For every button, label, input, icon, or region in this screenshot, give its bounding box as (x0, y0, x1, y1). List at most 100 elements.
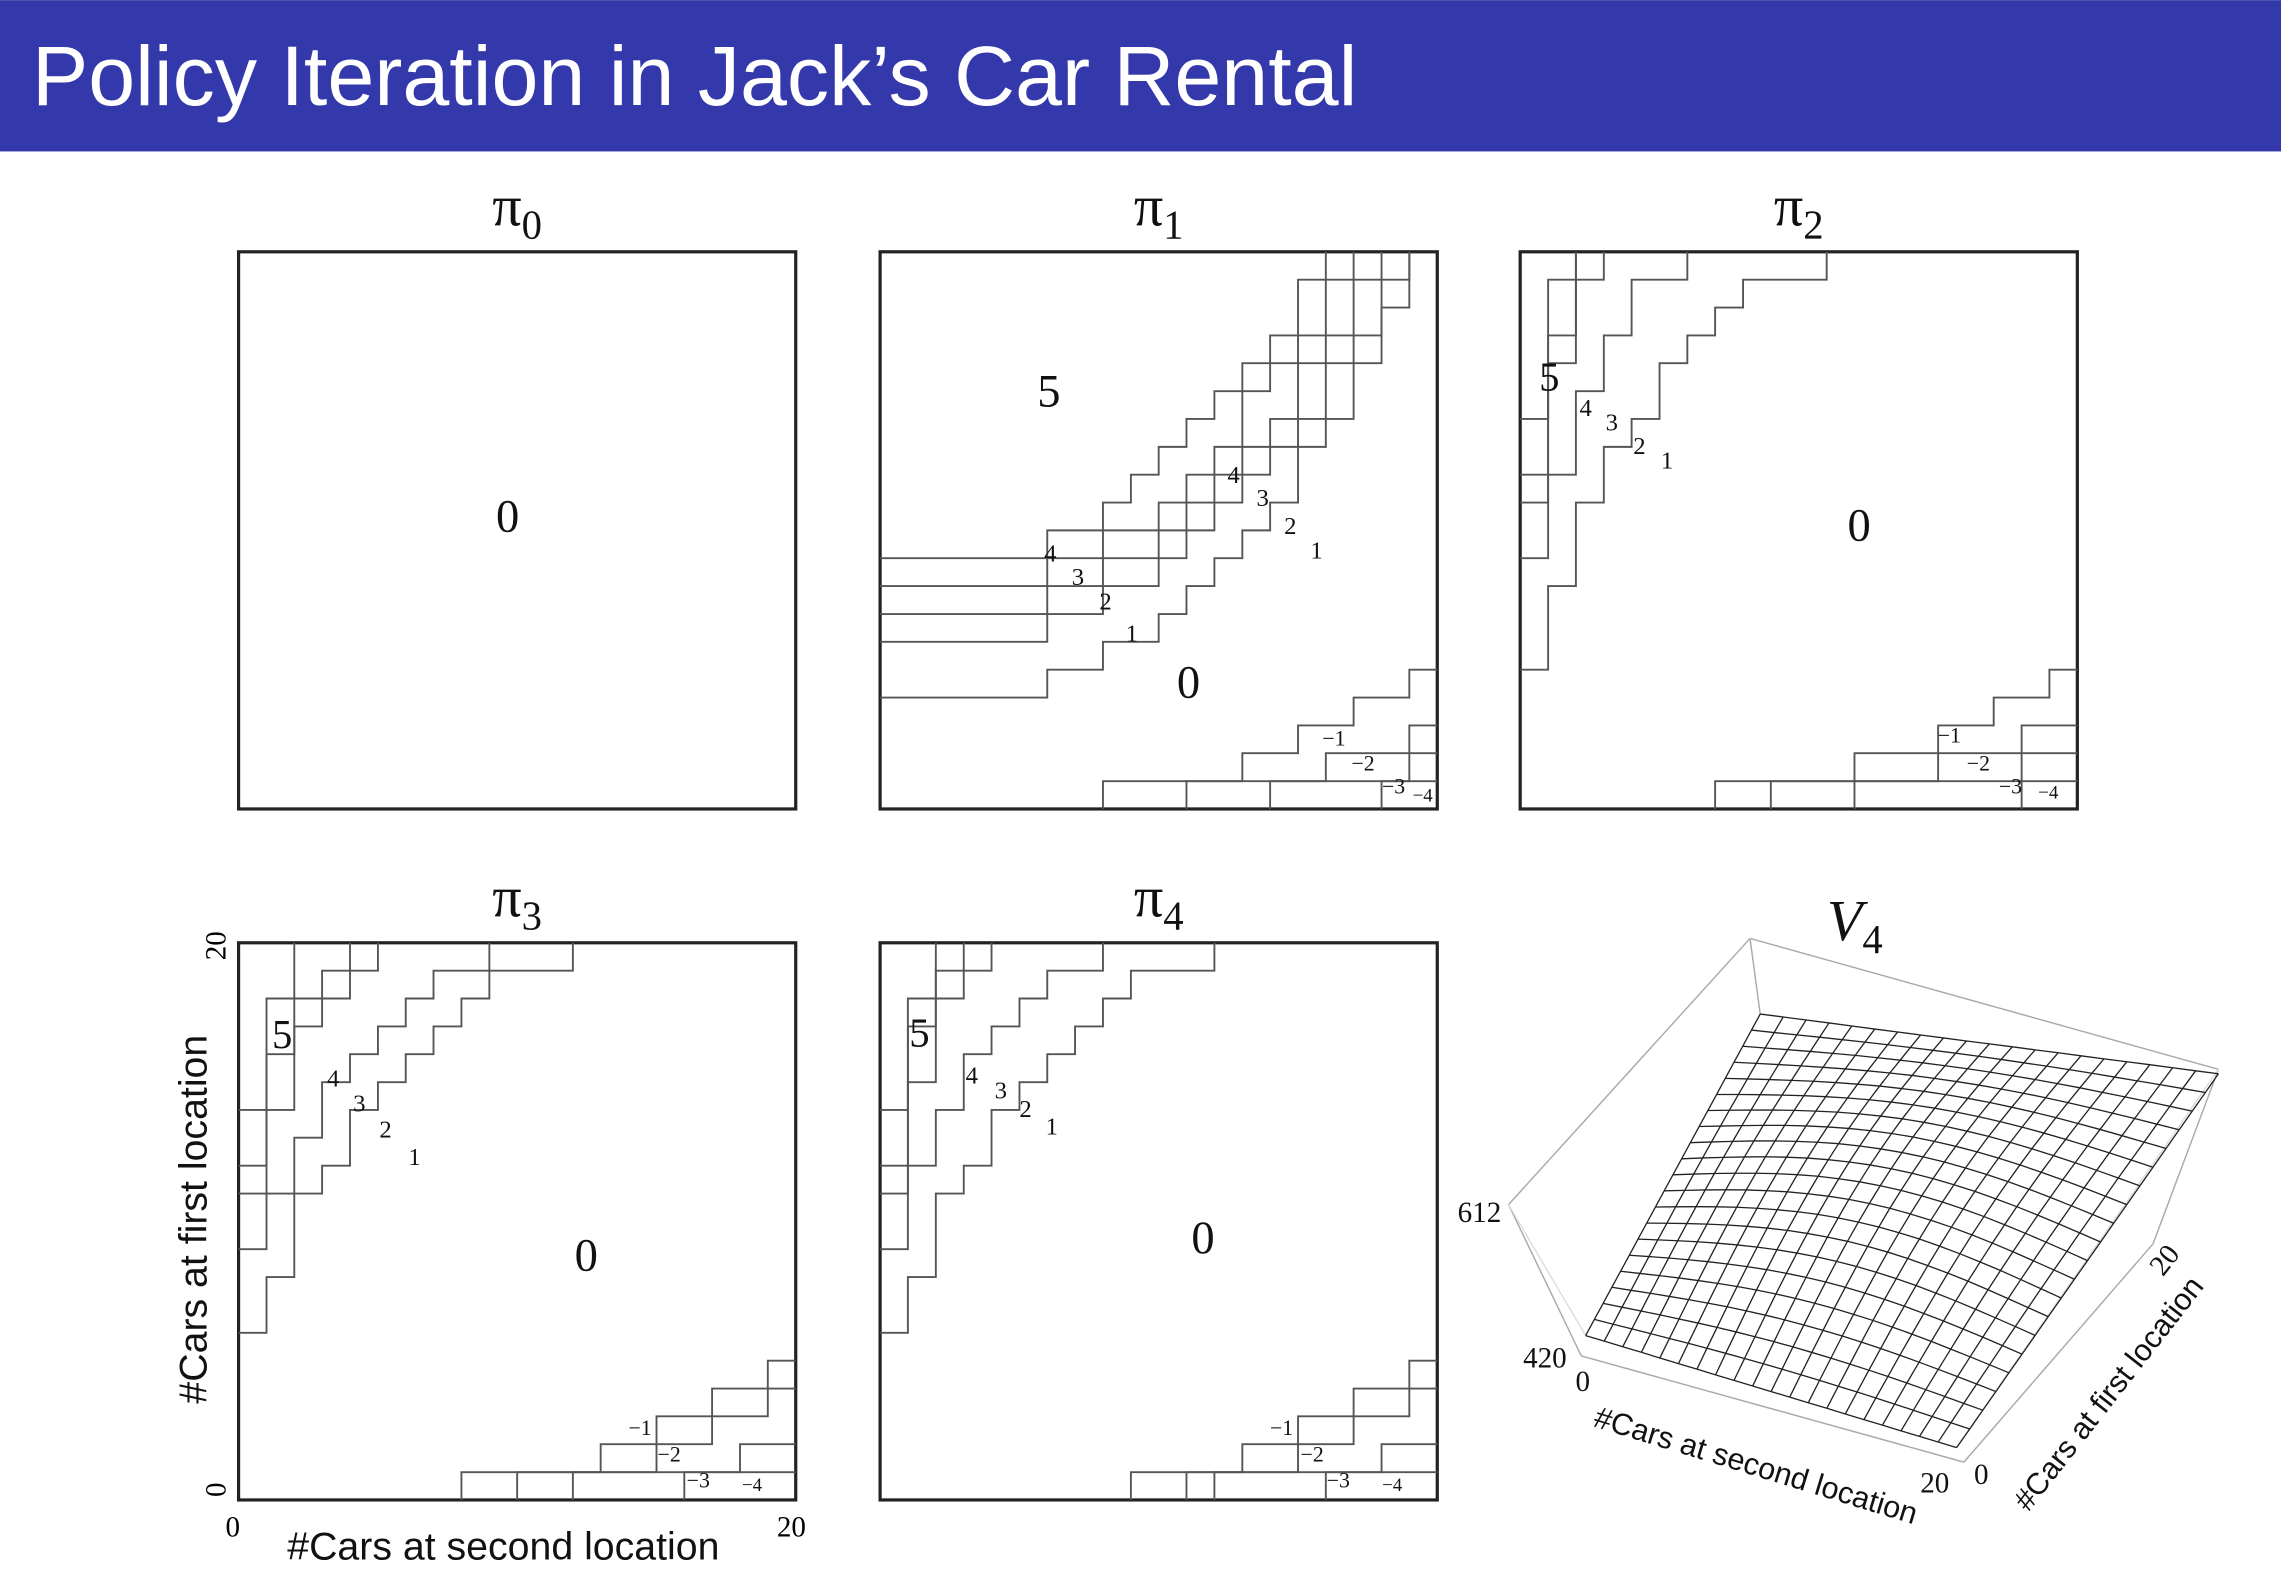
region-label: −3 (1382, 775, 1405, 799)
surface-grid (1844, 1055, 2082, 1415)
x-tick-label: 0 (225, 1511, 240, 1543)
panel-title: π4 (1134, 865, 1184, 939)
region-label: −3 (1327, 1468, 1350, 1492)
surface-grid (1789, 1046, 2013, 1398)
policy-boundary (1185, 724, 1438, 809)
region-label: 1 (408, 1144, 420, 1171)
region-label: 1 (1661, 447, 1673, 474)
surface-grid (1881, 1061, 2128, 1426)
policy-boundary (1324, 1471, 1438, 1500)
region-label: −1 (1322, 727, 1345, 751)
surface-grid (1611, 1286, 1997, 1393)
x-axis-label: #Cars at second location (1590, 1400, 1921, 1531)
y-tick-label: 0 (200, 1482, 232, 1497)
panel-title: π3 (492, 865, 542, 939)
region-label: 3 (353, 1090, 365, 1117)
region-label: 2 (1019, 1096, 1031, 1123)
region-label: 5 (909, 1011, 929, 1056)
surface-grid (1716, 1093, 2154, 1168)
surface-grid (1622, 1019, 1807, 1348)
y-axis-label: #Cars at first location (2007, 1270, 2210, 1517)
policy-boundary (1520, 251, 1828, 671)
region-label: 5 (1037, 367, 1060, 418)
region-label: 2 (1633, 433, 1645, 460)
surface-grid (1725, 1077, 2167, 1150)
surface-grid (1664, 1189, 2075, 1280)
policy-boundary (1520, 251, 1605, 504)
region-label: 3 (995, 1077, 1007, 1104)
surface-grid (1863, 1058, 2105, 1420)
panel-symbol: π (492, 865, 521, 930)
policy-boundary (880, 251, 1327, 560)
policy-boundary (238, 942, 491, 1251)
panel-symbol: V (1827, 888, 1869, 953)
panel-title: π1 (1134, 174, 1184, 248)
panel-symbol: π (1134, 865, 1163, 930)
surface-grid (1637, 1238, 2036, 1337)
region-label: 0 (496, 492, 519, 543)
region-label: −2 (1967, 751, 1990, 775)
region-label: −4 (742, 1475, 763, 1496)
header-bar (0, 0, 2281, 152)
box-edge (1507, 1204, 1582, 1357)
slide-title: Policy Iteration in Jack’s Car Rental (32, 29, 1357, 123)
region-label: 2 (1099, 589, 1111, 616)
surface-grid (1937, 1070, 2197, 1443)
policy-boundary (880, 251, 1383, 615)
region-label: 4 (1227, 462, 1239, 489)
policy-boundary (1520, 251, 1689, 560)
panel-subscript: 3 (522, 894, 542, 939)
region-label: −2 (658, 1442, 681, 1466)
y-tick-label: 0 (1974, 1459, 1989, 1491)
box-edge (1581, 1355, 1965, 1463)
policy-boundary (1380, 780, 1438, 809)
panel-symbol: π (1774, 174, 1803, 239)
policy-box (236, 250, 798, 811)
policy-boundary (880, 251, 1411, 643)
box-edge (1963, 1243, 2154, 1463)
surface-grid (1585, 1013, 1761, 1336)
y-tick-label: 20 (200, 931, 232, 960)
surface-grid (1900, 1064, 2151, 1432)
box-edge (1507, 1204, 1587, 1336)
policy-boundary (880, 942, 1104, 1251)
policy-boundary (880, 251, 1411, 699)
region-label: 2 (1284, 513, 1296, 540)
surface-grid (1956, 1073, 2219, 1448)
surface-grid (1629, 1254, 2023, 1355)
panel-symbol: π (1134, 174, 1163, 239)
surface-grid (1655, 1206, 2062, 1299)
panel-subscript: 0 (522, 203, 542, 248)
policy-boundary (238, 942, 379, 1195)
y-axis-label: #Cars at first location (172, 1035, 216, 1404)
region-label: −1 (1938, 724, 1961, 748)
panel-subscript: 4 (1862, 917, 1882, 962)
surface-grid (1594, 1318, 1970, 1430)
policy-boundary (880, 251, 1355, 588)
surface-grid (1659, 1025, 1853, 1359)
policy-boundary (238, 942, 574, 1334)
region-label: 0 (575, 1231, 598, 1282)
box-edge (2152, 1069, 2220, 1245)
surface-grid (1620, 1270, 2010, 1374)
policy-box (1518, 250, 2079, 811)
box-edge (1749, 937, 2219, 1071)
region-label: 5 (1539, 355, 1559, 400)
policy-boundary (2020, 780, 2078, 809)
region-label: 5 (272, 1012, 292, 1057)
region-label: 4 (1044, 541, 1056, 568)
region-label: 3 (1606, 410, 1618, 437)
panel-subscript: 2 (1803, 203, 1823, 248)
surface-grid (1646, 1222, 2049, 1318)
policy-boundary (880, 942, 1216, 1334)
surface-grid (1640, 1022, 1830, 1353)
policy-boundary (1714, 668, 2078, 809)
x-tick-label: 20 (777, 1511, 806, 1543)
region-label: −3 (687, 1468, 710, 1492)
policy-boundary (880, 942, 993, 1195)
policy-box (878, 941, 1439, 1502)
z-tick-label: 612 (1458, 1197, 1502, 1229)
panel-symbol: π (492, 174, 521, 239)
region-label: −1 (628, 1416, 651, 1440)
